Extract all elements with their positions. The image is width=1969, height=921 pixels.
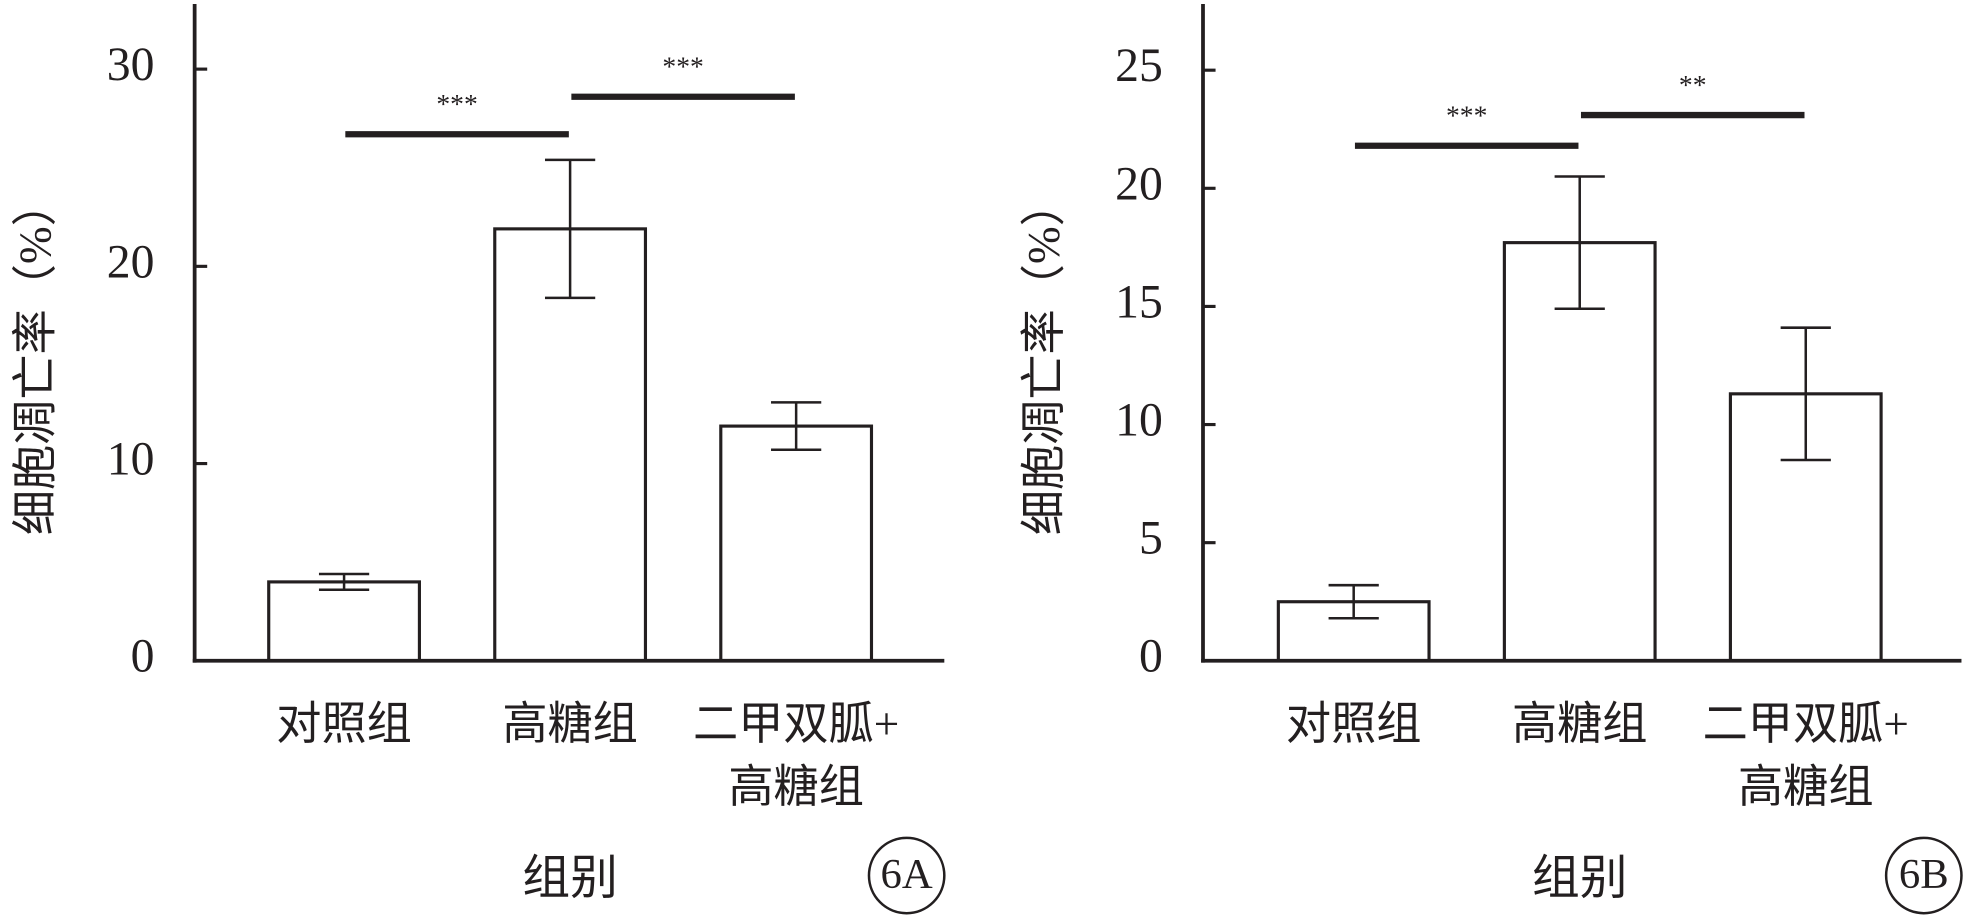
y-tick-label: 5	[1139, 512, 1163, 565]
panel-label: 6A	[881, 851, 933, 898]
y-axis-label: 细胞凋亡率（%）	[11, 181, 61, 535]
y-tick-label: 0	[131, 630, 155, 683]
panel-label: 6B	[1899, 851, 1949, 898]
significance-label: ***	[436, 88, 477, 119]
x-tick-label: 二甲双胍+	[693, 699, 899, 749]
x-tick-label: 高糖组	[502, 699, 638, 749]
y-tick-label: 10	[1115, 394, 1163, 447]
significance-label: **	[1679, 69, 1707, 100]
bar	[719, 424, 874, 663]
panel-circle	[867, 836, 946, 915]
panel-circle	[1884, 836, 1963, 915]
x-tick-label: 高糖组	[1512, 699, 1648, 749]
x-axis-label: 组别	[522, 852, 617, 905]
x-tick-label: 高糖组	[1738, 762, 1874, 812]
y-tick-label: 20	[107, 235, 155, 288]
y-tick-label: 20	[1115, 157, 1163, 210]
significance-label: ***	[1446, 100, 1487, 131]
significance-label: ***	[662, 50, 703, 81]
y-tick-label: 25	[1115, 39, 1163, 92]
y-tick-label: 15	[1115, 275, 1163, 328]
y-axis-label: 细胞凋亡率（%）	[1019, 181, 1069, 535]
y-tick-label: 10	[107, 433, 155, 486]
y-tick-label: 30	[107, 38, 155, 91]
x-axis-label: 组别	[1532, 852, 1627, 905]
x-tick-label: 高糖组	[728, 762, 864, 812]
x-tick-label: 对照组	[276, 699, 412, 749]
bar	[493, 227, 648, 663]
x-tick-label: 对照组	[1286, 699, 1422, 749]
y-tick-label: 0	[1139, 630, 1163, 683]
bar	[267, 580, 421, 663]
bar	[1728, 392, 1883, 663]
x-tick-label: 二甲双胍+	[1703, 699, 1909, 749]
bar	[1502, 241, 1657, 663]
bar	[1276, 600, 1431, 663]
